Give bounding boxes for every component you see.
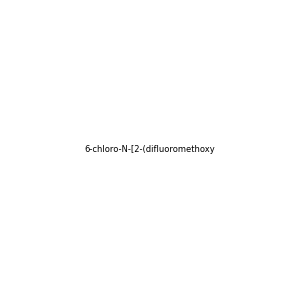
Text: 6-chloro-N-[2-(difluoromethoxy: 6-chloro-N-[2-(difluoromethoxy	[85, 146, 215, 154]
